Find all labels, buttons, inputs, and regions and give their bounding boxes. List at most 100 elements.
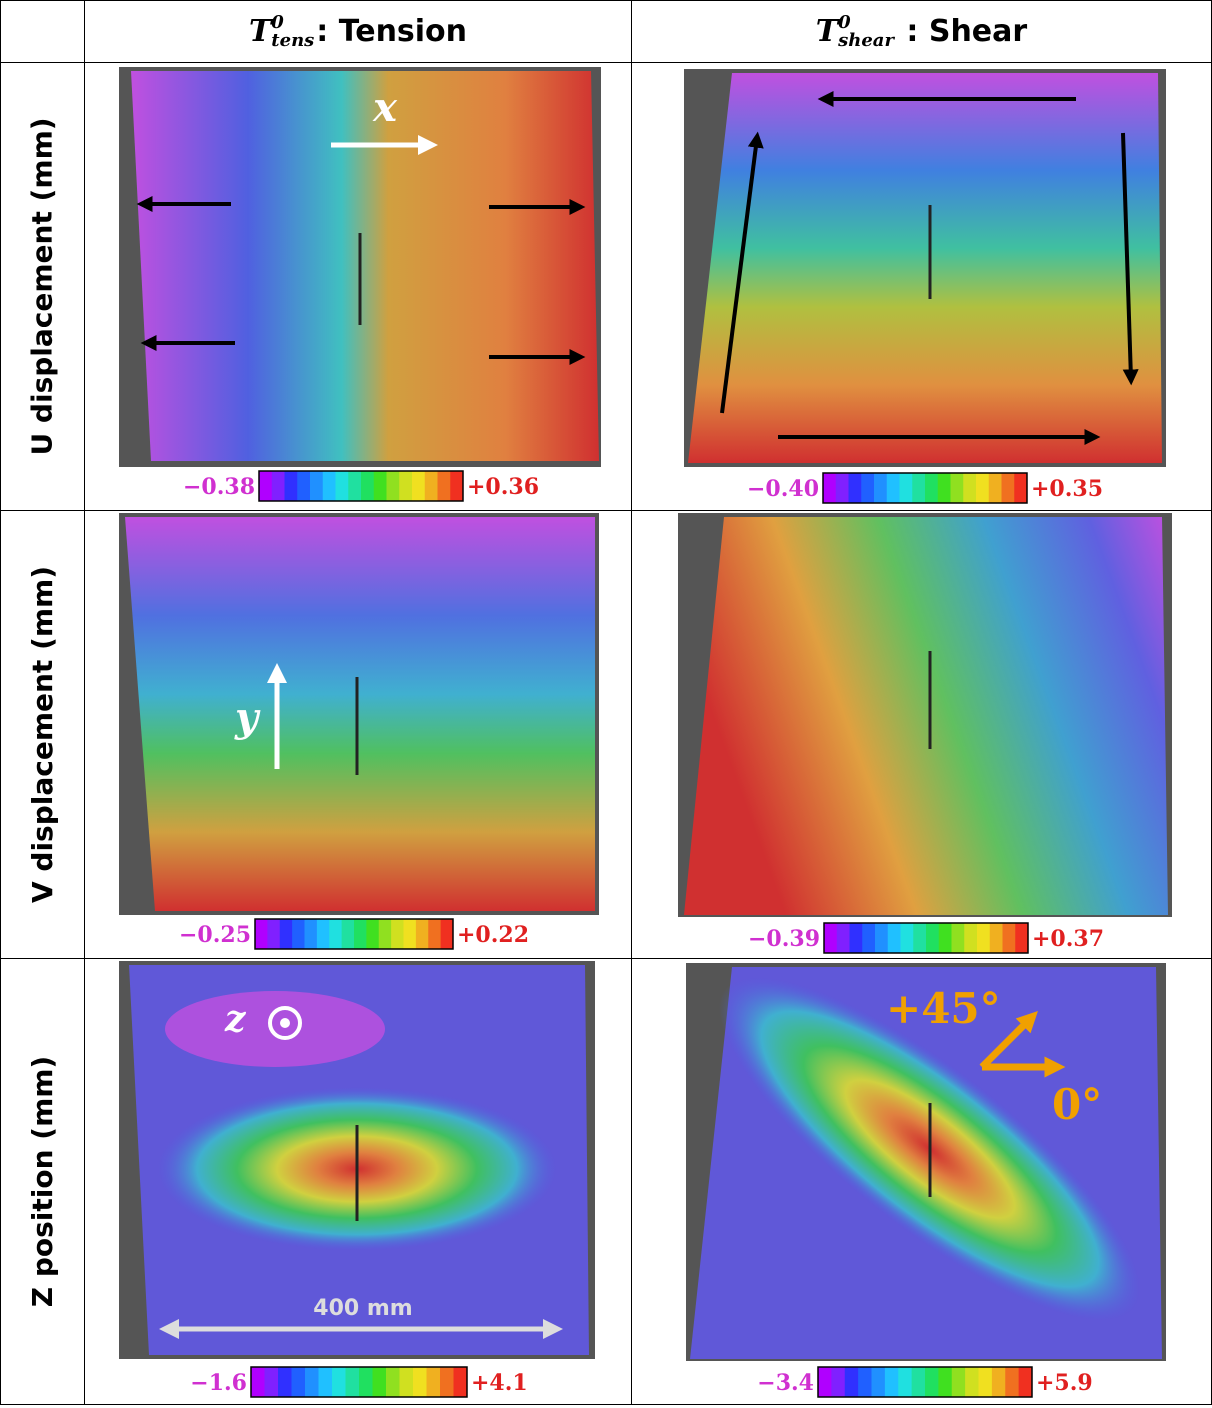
colorbar-step [963,473,977,503]
colorbar-step [1002,923,1016,953]
colorbar: −3.4 +5.9 [757,1366,1093,1398]
colorbar-step [450,471,464,501]
colorbar-step [279,919,293,949]
colorbar-step [426,1367,441,1397]
colorbar-min: −0.38 [183,474,255,500]
contour-field [684,517,1168,915]
colorbar-step [415,919,429,949]
colorbar: −1.6 +4.1 [190,1366,528,1398]
scale-label: 400 mm [313,1296,412,1321]
colorbar-step [900,923,914,953]
colorbar-step [399,1367,414,1397]
colorbar-step [858,1367,872,1397]
row-label: Z position (mm) [26,1055,60,1308]
colorbar-step [823,473,837,503]
colorbar-border [250,1366,468,1398]
annotation: z [224,998,247,1040]
colorbar-step [291,1367,306,1397]
colorbar-step [255,919,268,949]
contour-map: z 400 mm −1.6 +4.1 [119,961,595,1398]
colorbar-step [310,471,324,501]
colorbar-step [925,1367,939,1397]
colorbar-max: +4.1 [471,1370,528,1396]
map-cell: x −0.38 +0.36 [85,63,632,511]
colorbar-min: −0.40 [747,476,819,502]
colorbar-step [861,473,875,503]
contour-map: y −0.25 +0.22 [119,513,599,950]
colorbar-step [884,1367,899,1397]
colorbar-step [428,919,442,949]
colorbar-step [271,471,285,501]
sup-sub: 0 shear [838,11,894,51]
colorbar-step [899,473,913,503]
colorbar-step [316,919,330,949]
colorbar-step [951,923,965,953]
colorbar-step [836,923,850,953]
colorbar-step [977,923,991,953]
annotation: 0° [1052,1080,1102,1129]
colorbar-step [304,919,318,949]
out-of-plane-symbol [268,1006,302,1040]
colorbar-step [403,919,417,949]
superscript: 0 [838,11,851,33]
colorbar-step [372,1367,387,1397]
contour-map: −0.40 +0.35 [684,69,1166,504]
colorbar-step [978,1367,993,1397]
sup-sub: 0 tens [271,13,315,51]
colorbar-step [925,473,939,503]
colorbar-step [391,919,404,949]
subscript: tens [271,29,315,51]
colorbar-step [292,919,305,949]
colorbar-step [361,471,375,501]
colorbar-min: −0.25 [179,922,251,948]
colorbar-step [453,1367,468,1397]
annotation: +45° [886,984,1001,1033]
shear-arrow [720,131,764,414]
colorbar-step [898,1367,913,1397]
colorbar-step [345,1367,360,1397]
colorbar-step [875,923,889,953]
out-of-plane-dot [280,1018,290,1028]
colorbar-max: +5.9 [1036,1370,1093,1396]
row-label: U displacement (mm) [26,117,59,456]
colorbar-step [844,1367,859,1397]
colorbar-step [871,1367,886,1397]
colorbar: −0.25 +0.22 [179,918,529,950]
row-header: Z position (mm) [1,959,85,1405]
direction-arrow [979,1011,1038,1070]
colorbar-step [965,1367,979,1397]
colorbar-step [332,1367,346,1397]
column-title: : Shear [895,14,1028,49]
colorbar-step [413,1367,427,1397]
contour-map: −0.39 +0.37 [678,513,1172,954]
colorbar-step [848,473,862,503]
symbol: T [815,14,839,49]
colorbar-step [297,471,311,501]
colorbar-step [440,919,454,949]
colorbar: −0.38 +0.36 [183,470,539,502]
colorbar-step [913,923,927,953]
colorbar-step [251,1367,265,1397]
colorbar-step [305,1367,319,1397]
colorbar: −0.40 +0.35 [747,472,1103,504]
colorbar: −0.39 +0.37 [748,922,1104,954]
map-cell: y −0.25 +0.22 [85,511,632,959]
colorbar-border [254,918,454,950]
subscript: shear [838,29,894,51]
colorbar-step [1001,473,1015,503]
colorbar-step [318,1367,333,1397]
colorbar-step [348,471,362,501]
colorbar-step [322,471,336,501]
shear-arrow [1121,132,1139,386]
colorbar-step [887,923,901,953]
colorbar-step [938,923,952,953]
colorbar-step [259,471,273,501]
annotation: y [234,694,261,741]
contour-field [125,517,595,911]
contour-field [688,73,1162,463]
colorbar-min: −1.6 [190,1370,247,1396]
colorbar-step [373,471,387,501]
colorbar-step [437,471,451,501]
colorbar-step [366,919,380,949]
